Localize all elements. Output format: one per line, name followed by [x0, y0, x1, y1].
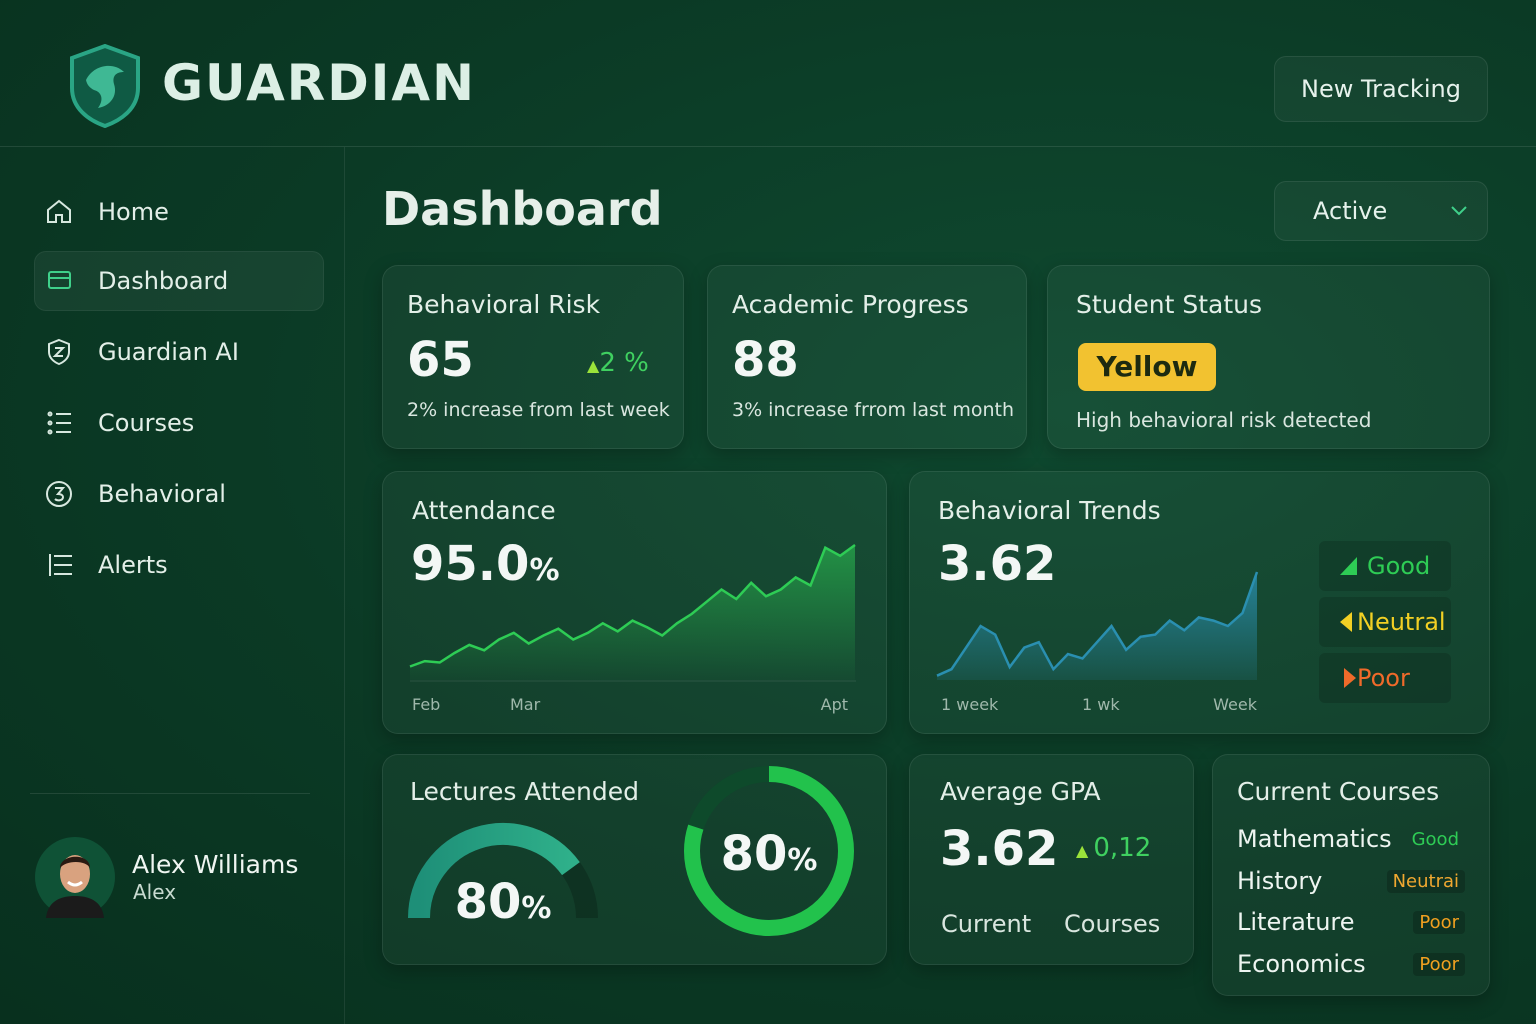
change-value: 2 % — [599, 348, 649, 378]
nav-item[interactable]: Behavioral — [98, 480, 226, 508]
card: Lectures Attended — [382, 754, 887, 965]
chevron — [1451, 206, 1467, 216]
card-title: Behavioral Risk — [407, 290, 601, 319]
card-title: Lectures Attended — [410, 777, 639, 806]
course-name: Literature — [1237, 908, 1355, 936]
card-value: 88 — [732, 332, 799, 388]
unit: % — [529, 553, 560, 588]
card-value: 95.0% — [411, 536, 560, 592]
card-title: Student Status — [1076, 290, 1263, 319]
card: Attendance 95.0% — [382, 471, 887, 734]
card: Current Courses Mathematics Good History Ne… — [1212, 754, 1490, 996]
card-change: ▲ 0,12 — [1076, 833, 1152, 863]
card: Behavioral Trends 3.62 — [909, 471, 1490, 734]
card-note: High behavioral risk detected — [1076, 408, 1372, 432]
card: Academic Progress 88 3% increase frrom l… — [707, 265, 1027, 449]
logo — [70, 44, 140, 128]
sidebar-divider — [344, 147, 345, 1024]
brand: GUARDIAN — [162, 54, 476, 112]
nav-active-bg — [34, 251, 324, 311]
user-handle: Alex — [133, 880, 177, 904]
user-name: Alex Williams — [132, 850, 299, 879]
card-value: 3.62 — [940, 821, 1059, 877]
gpa-label: Courses — [1064, 910, 1161, 938]
status-badge: Yellow — [1078, 343, 1216, 391]
change-value: 0,12 — [1093, 833, 1152, 863]
card-value: 3.62 — [938, 536, 1057, 592]
nav-item[interactable]: Guardian AI — [98, 338, 239, 366]
nav-item[interactable]: Home — [98, 198, 169, 226]
nav-item[interactable]: Dashboard — [98, 267, 229, 295]
card-note: 3% increase frrom last month — [732, 399, 1015, 421]
card: Average GPA 3.62 ▲ 0,12 Current Courses — [909, 754, 1194, 965]
gpa-label: Current — [941, 910, 1032, 938]
sidebar-separator — [30, 793, 310, 794]
course-status: Good — [1411, 829, 1459, 850]
nav-item[interactable]: Alerts — [98, 551, 168, 579]
card-note: 2% increase from last week — [407, 399, 670, 421]
course-status: Poor — [1413, 911, 1465, 934]
page-title: Dashboard — [382, 182, 663, 236]
new-tracking-button[interactable]: New Tracking — [1274, 56, 1488, 122]
course-name: Economics — [1237, 949, 1366, 978]
course-status: Neutrai — [1386, 869, 1465, 893]
card-title: Current Courses — [1237, 777, 1440, 806]
card-change: ▲2 % — [587, 348, 649, 378]
card-title: Attendance — [412, 496, 556, 525]
nav-icons — [46, 199, 72, 576]
card: Student Status Yellow High behavioral ri… — [1047, 265, 1490, 449]
card-title: Behavioral Trends — [938, 496, 1161, 525]
course-name: History — [1237, 866, 1323, 895]
card-value: 65 — [407, 332, 474, 388]
avatar — [35, 837, 115, 918]
filter-value: Active — [1313, 197, 1388, 225]
course-name: Mathematics — [1237, 825, 1392, 853]
header-divider — [0, 146, 1536, 147]
value: 95.0 — [411, 536, 530, 592]
card-title: Average GPA — [940, 777, 1101, 806]
card-title: Academic Progress — [732, 290, 969, 319]
nav-item[interactable]: Courses — [98, 409, 195, 437]
filter-dropdown[interactable]: Active — [1274, 181, 1488, 241]
card: Behavioral Risk 65 ▲2 % 2% increase from… — [382, 265, 684, 449]
course-status: Poor — [1413, 952, 1465, 976]
